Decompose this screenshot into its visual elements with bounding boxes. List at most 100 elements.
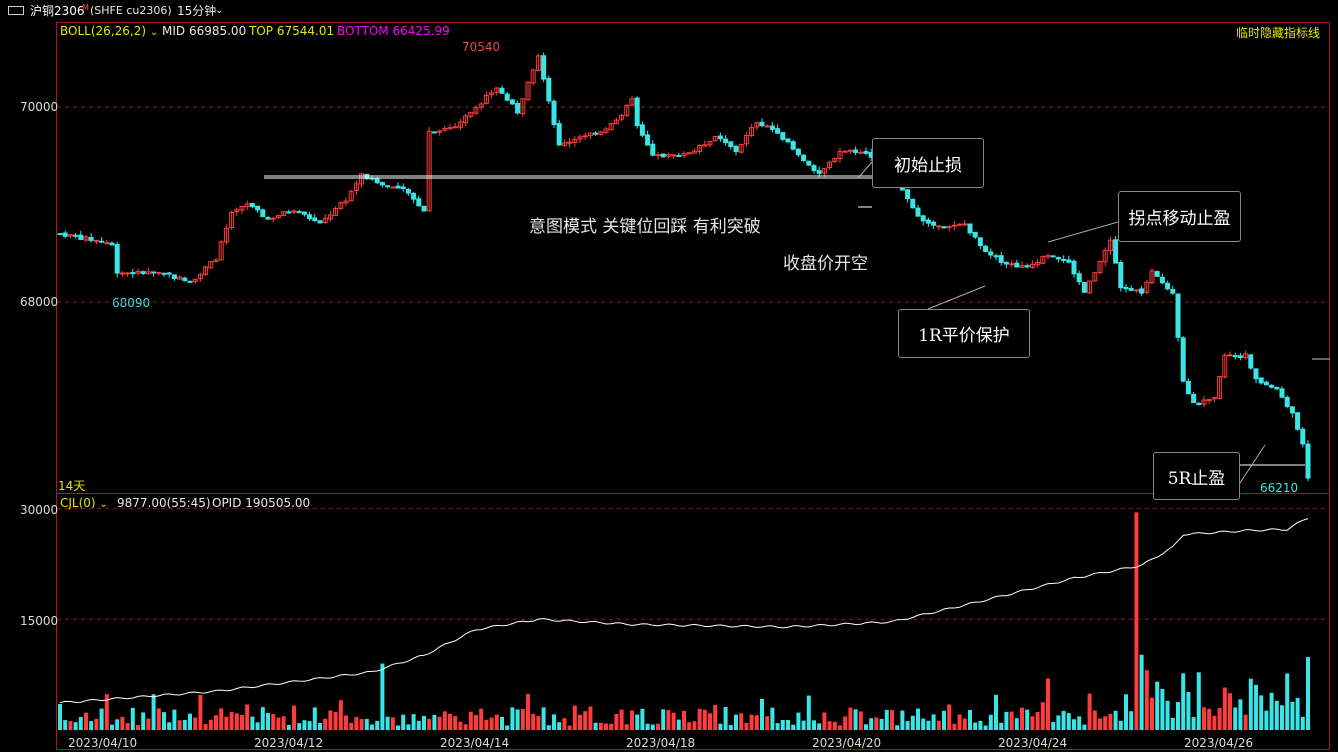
volume-bar — [723, 707, 728, 730]
candle-body — [213, 259, 219, 262]
candle-body — [411, 192, 417, 200]
candle-body — [811, 165, 817, 172]
volume-bar — [812, 720, 816, 730]
volume-bar — [1254, 684, 1258, 730]
chevron-down-icon[interactable]: ⌄ — [215, 5, 224, 16]
candle-body — [842, 150, 848, 153]
volume-bar — [1004, 711, 1009, 730]
candle-body — [359, 173, 365, 185]
candle-body — [1227, 354, 1233, 357]
volume-bar — [328, 710, 333, 730]
volume-bar — [572, 705, 577, 730]
candle-body — [847, 149, 853, 152]
candle-body — [426, 130, 432, 212]
volume-bar — [578, 714, 582, 730]
candle-body — [203, 266, 209, 275]
candle-body — [629, 98, 635, 106]
candle-body — [676, 154, 682, 157]
volume-bar — [619, 709, 624, 730]
volume-bar — [99, 708, 104, 730]
candle-body — [853, 149, 859, 153]
candle-body — [1159, 276, 1165, 284]
boll-name: BOLL(26,26,2) — [60, 24, 147, 38]
volume-bar — [1061, 710, 1066, 730]
volume-bar — [240, 714, 244, 730]
volume-bar — [676, 719, 681, 730]
candle-body — [769, 125, 775, 130]
symbol-name[interactable]: 沪铜2306 — [30, 4, 85, 18]
volume-bar — [448, 713, 452, 730]
candle-body — [671, 154, 677, 157]
volume-bar — [94, 718, 99, 730]
volume-bar — [754, 715, 759, 730]
window-icon[interactable] — [8, 6, 24, 15]
entry-note: 收盘价开空 — [783, 254, 868, 274]
candle-body — [780, 132, 786, 140]
candle-body — [983, 245, 989, 253]
candle-body — [431, 131, 437, 134]
volume-bar — [1300, 716, 1305, 730]
candle-body — [863, 150, 869, 154]
cjl-indicator-label[interactable]: CJL(0) ⌄ — [60, 496, 108, 510]
low-price-label: 68090 — [112, 296, 151, 310]
volume-bar — [1207, 708, 1212, 730]
period-select[interactable]: 15分钟 — [177, 4, 217, 18]
volume-bar — [635, 714, 640, 730]
volume-bar — [1202, 707, 1206, 730]
boll-indicator-label[interactable]: BOLL(26,26,2) ⌄ — [60, 24, 158, 38]
volume-bar — [182, 719, 187, 730]
volume-bar — [1238, 699, 1243, 730]
candle-body — [561, 142, 567, 146]
candle-body — [910, 198, 916, 209]
volume-bar — [177, 720, 182, 730]
volume-bar — [208, 719, 213, 730]
hide-indicator-lines-button[interactable]: 临时隐藏指标线 — [1236, 26, 1321, 40]
date-tick: 2023/04/12 — [254, 736, 324, 750]
volume-bar — [1144, 670, 1149, 730]
candle-body — [1014, 262, 1020, 268]
volume-bar — [1030, 716, 1035, 730]
volume-bar — [1077, 716, 1082, 730]
volume-bar — [1092, 710, 1097, 730]
candle-body — [348, 190, 354, 202]
candle-body — [1045, 254, 1051, 258]
candle-body — [832, 158, 838, 162]
volume-bar — [962, 718, 967, 730]
volume-bar — [708, 713, 712, 730]
candle-body — [249, 202, 255, 208]
volume-bar — [1056, 715, 1061, 730]
candle-body — [790, 141, 796, 150]
volume-bar — [349, 722, 354, 730]
chevron-down-icon[interactable]: ⌄ — [99, 499, 108, 510]
pattern-note: 意图模式 关键位回踩 有利突破 — [529, 217, 761, 237]
candle-body — [639, 124, 645, 136]
volume-bar — [354, 716, 359, 730]
candle-body — [530, 69, 536, 84]
candle-body — [1196, 402, 1202, 406]
volume-bar — [739, 713, 744, 730]
candle-body — [998, 255, 1004, 263]
candle-body — [806, 160, 812, 166]
candle-body — [754, 122, 760, 128]
candle-body — [712, 136, 718, 142]
candle-body — [353, 183, 359, 192]
volume-bar — [791, 724, 796, 730]
date-tick: 2023/04/26 — [1184, 736, 1254, 750]
chevron-down-icon[interactable]: ⌄ — [149, 27, 159, 38]
volume-bar — [260, 707, 265, 730]
volume-bar — [1014, 718, 1019, 730]
candle-body — [483, 94, 489, 104]
candle-body — [655, 154, 661, 157]
volume-bar — [921, 718, 926, 730]
candle-body — [1284, 396, 1290, 408]
volume-bar — [536, 716, 541, 730]
volume-bar — [864, 724, 868, 730]
symbol-code: (SHFE cu2306) — [90, 4, 172, 17]
volume-bar — [385, 716, 390, 730]
candle-body — [634, 97, 640, 127]
candle-body — [130, 271, 136, 275]
volume-bar — [489, 717, 494, 730]
candle-body — [1217, 375, 1223, 400]
candle-body — [1009, 263, 1015, 266]
